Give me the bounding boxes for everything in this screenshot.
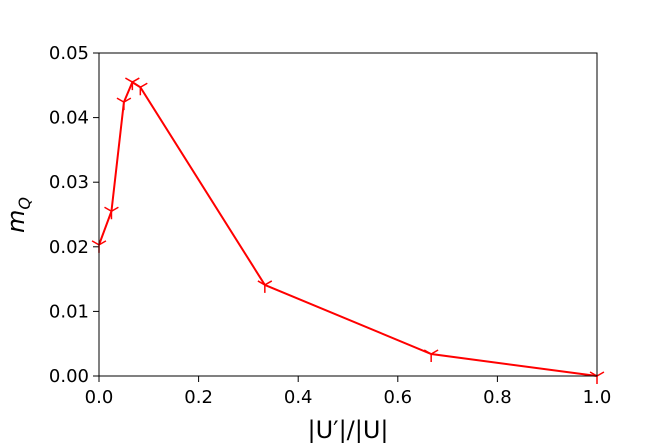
x-tick-label: 0.6: [383, 387, 412, 408]
x-axis-label: |U′|/|U|: [307, 416, 388, 443]
plot-frame: [98, 52, 598, 377]
x-tick-label: 0.4: [284, 387, 313, 408]
marker: [133, 82, 148, 96]
y-label-sub: Q: [15, 197, 34, 210]
line: [98, 80, 598, 377]
y-tick-label: 0.04: [49, 108, 89, 129]
marker: [125, 77, 140, 91]
y-tick-label: 0.00: [49, 366, 89, 387]
marker: [589, 371, 605, 384]
x-tick-label: 0.8: [483, 387, 512, 408]
y-tick-label: 0.01: [49, 301, 89, 322]
y-axis-label: mQ: [2, 197, 34, 233]
y-tick-label: 0.03: [49, 172, 89, 193]
marker: [423, 349, 439, 363]
marker: [104, 206, 119, 220]
marker: [257, 280, 273, 293]
x-tick-label: 1.0: [583, 387, 612, 408]
x-tick-label: 0.0: [85, 387, 114, 408]
y-label-base: m: [2, 210, 30, 233]
x-tick-label: 0.2: [184, 387, 213, 408]
marker: [116, 97, 132, 111]
y-tick-label: 0.02: [49, 237, 89, 258]
y-tick-label: 0.05: [49, 43, 89, 64]
